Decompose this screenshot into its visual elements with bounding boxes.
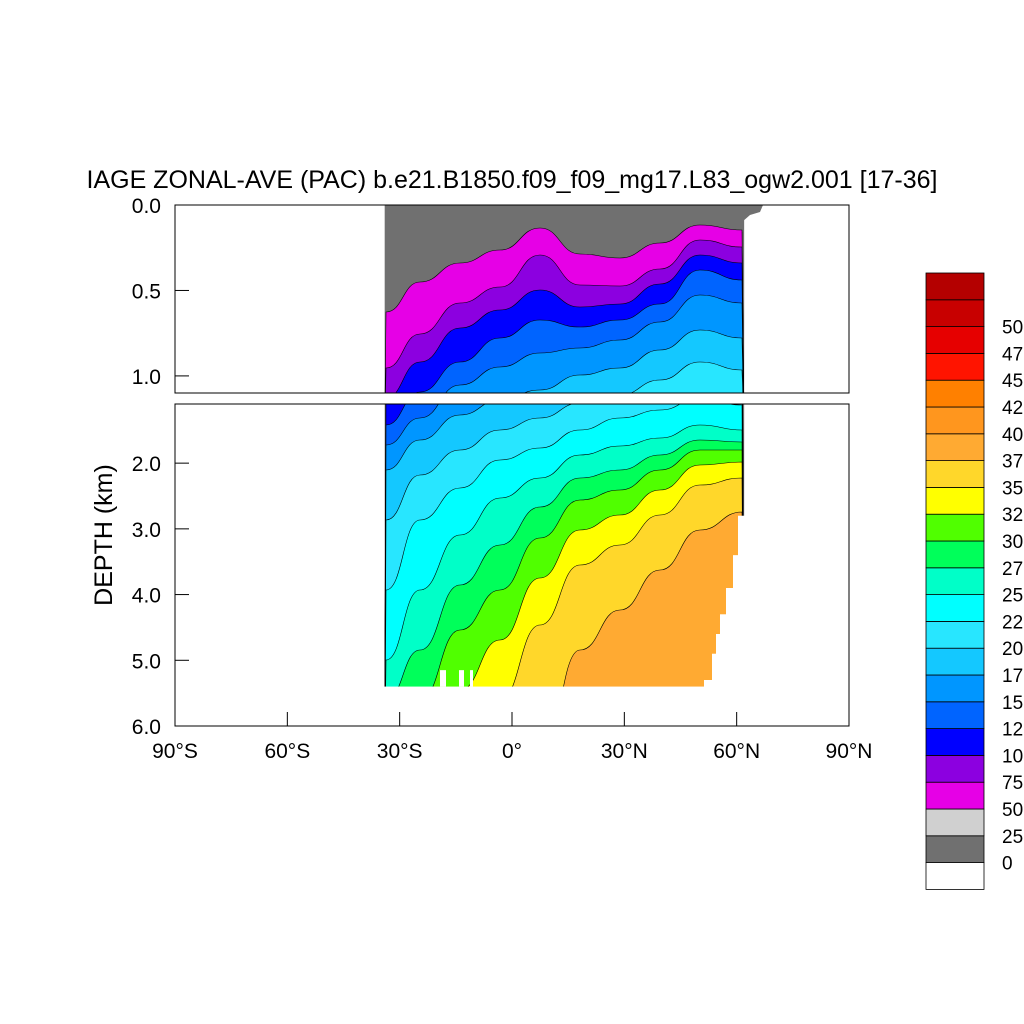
colorbar-swatch — [925, 835, 985, 863]
colorbar-label: 27 — [1002, 559, 1023, 580]
colorbar-swatch — [925, 755, 985, 783]
y-axis-label: DEPTH (km) — [90, 464, 118, 606]
colorbar-swatch — [925, 781, 985, 810]
x-tick-label: 60°S — [264, 740, 310, 763]
y-tick-label-upper: 1.0 — [132, 366, 161, 389]
x-tick-label: 90°N — [826, 740, 873, 763]
colorbar-swatch — [925, 594, 985, 622]
colorbar-label: 10 — [1002, 746, 1023, 767]
colorbar-swatch — [925, 326, 985, 354]
colorbar-label: 25 — [1002, 586, 1023, 607]
colorbar-label: 35 — [1002, 478, 1023, 499]
colorbar-label: 42 — [1002, 398, 1023, 419]
colorbar-swatch — [925, 540, 985, 569]
colorbar-label: 47 — [1002, 344, 1023, 365]
lower-contour-band-15 — [555, 511, 745, 726]
colorbar-swatch — [925, 486, 985, 515]
colorbar-swatch — [925, 433, 985, 461]
colorbar-label: 15 — [1002, 693, 1023, 714]
y-tick-label-lower: 2.0 — [132, 453, 161, 476]
x-tick-label: 0° — [502, 740, 522, 763]
y-tick-label-upper: 0.0 — [132, 195, 161, 218]
east-boundary-mask-6 — [738, 515, 849, 726]
colorbar-label: 40 — [1002, 425, 1023, 446]
bathymetry-gap-1 — [459, 670, 464, 687]
colorbar-swatch — [925, 406, 985, 435]
colorbar-label: 0 — [1002, 854, 1013, 875]
x-tick-label: 30°N — [601, 740, 648, 763]
colorbar-swatch — [925, 460, 985, 488]
upper-panel-frame — [174, 204, 850, 394]
chart-title: IAGE ZONAL-AVE (PAC) b.e21.B1850.f09_f09… — [87, 166, 938, 194]
y-tick-label-lower: 5.0 — [132, 650, 161, 673]
surface-strip — [742, 205, 763, 222]
colorbar-swatch — [925, 808, 985, 837]
x-tick-label: 90°S — [152, 740, 198, 763]
colorbar-swatch — [925, 567, 985, 595]
upper-contour-band-8 — [629, 361, 744, 393]
colorbar-label: 75 — [1002, 773, 1023, 794]
bathymetry-gap-2 — [470, 670, 473, 687]
y-tick-label-lower: 3.0 — [132, 519, 161, 542]
colorbar-label: 30 — [1002, 532, 1023, 553]
colorbar-label: 12 — [1002, 720, 1023, 741]
upper-panel-contours — [384, 205, 763, 393]
colorbar-swatch — [925, 647, 985, 676]
colorbar: 0 25 50 75 10 12 15 17 20 22 25 27 30 32 35 37 40 42 45 47 5… — [925, 272, 1023, 890]
colorbar-swatch — [925, 299, 985, 327]
colorbar-label: 50 — [1002, 318, 1023, 339]
y-tick-label-upper: 0.5 — [132, 280, 161, 303]
colorbar-label: 37 — [1002, 452, 1023, 473]
colorbar-label: 20 — [1002, 639, 1023, 660]
colorbar-label: 25 — [1002, 827, 1023, 848]
colorbar-swatch — [925, 701, 985, 729]
colorbar-swatch — [925, 728, 985, 756]
colorbar-swatch — [925, 862, 985, 890]
colorbar-label: 32 — [1002, 505, 1023, 526]
lower-panel-contours — [382, 404, 849, 726]
bathymetry-gap-0 — [440, 670, 446, 687]
colorbar-swatch — [925, 674, 985, 703]
y-tick-label-lower: 4.0 — [132, 585, 161, 608]
x-tick-label: 30°S — [377, 740, 423, 763]
colorbar-swatch — [925, 352, 985, 381]
x-tick-label: 60°N — [713, 740, 760, 763]
colorbar-swatch — [925, 513, 985, 542]
colorbar-label: 50 — [1002, 800, 1023, 821]
y-tick-label-lower: 6.0 — [132, 716, 161, 739]
seafloor-mask — [382, 686, 763, 726]
axes: 90°S 60°S 30°S 0° 30°N 60°N 90°N 0.0 0.5 1.0 2.0 3.… — [132, 195, 873, 763]
colorbar-swatch — [925, 621, 985, 649]
colorbar-label: 45 — [1002, 371, 1023, 392]
colorbar-label: 17 — [1002, 666, 1023, 687]
colorbar-swatch — [925, 379, 985, 408]
colorbar-swatch — [925, 272, 985, 301]
colorbar-label: 22 — [1002, 612, 1023, 633]
